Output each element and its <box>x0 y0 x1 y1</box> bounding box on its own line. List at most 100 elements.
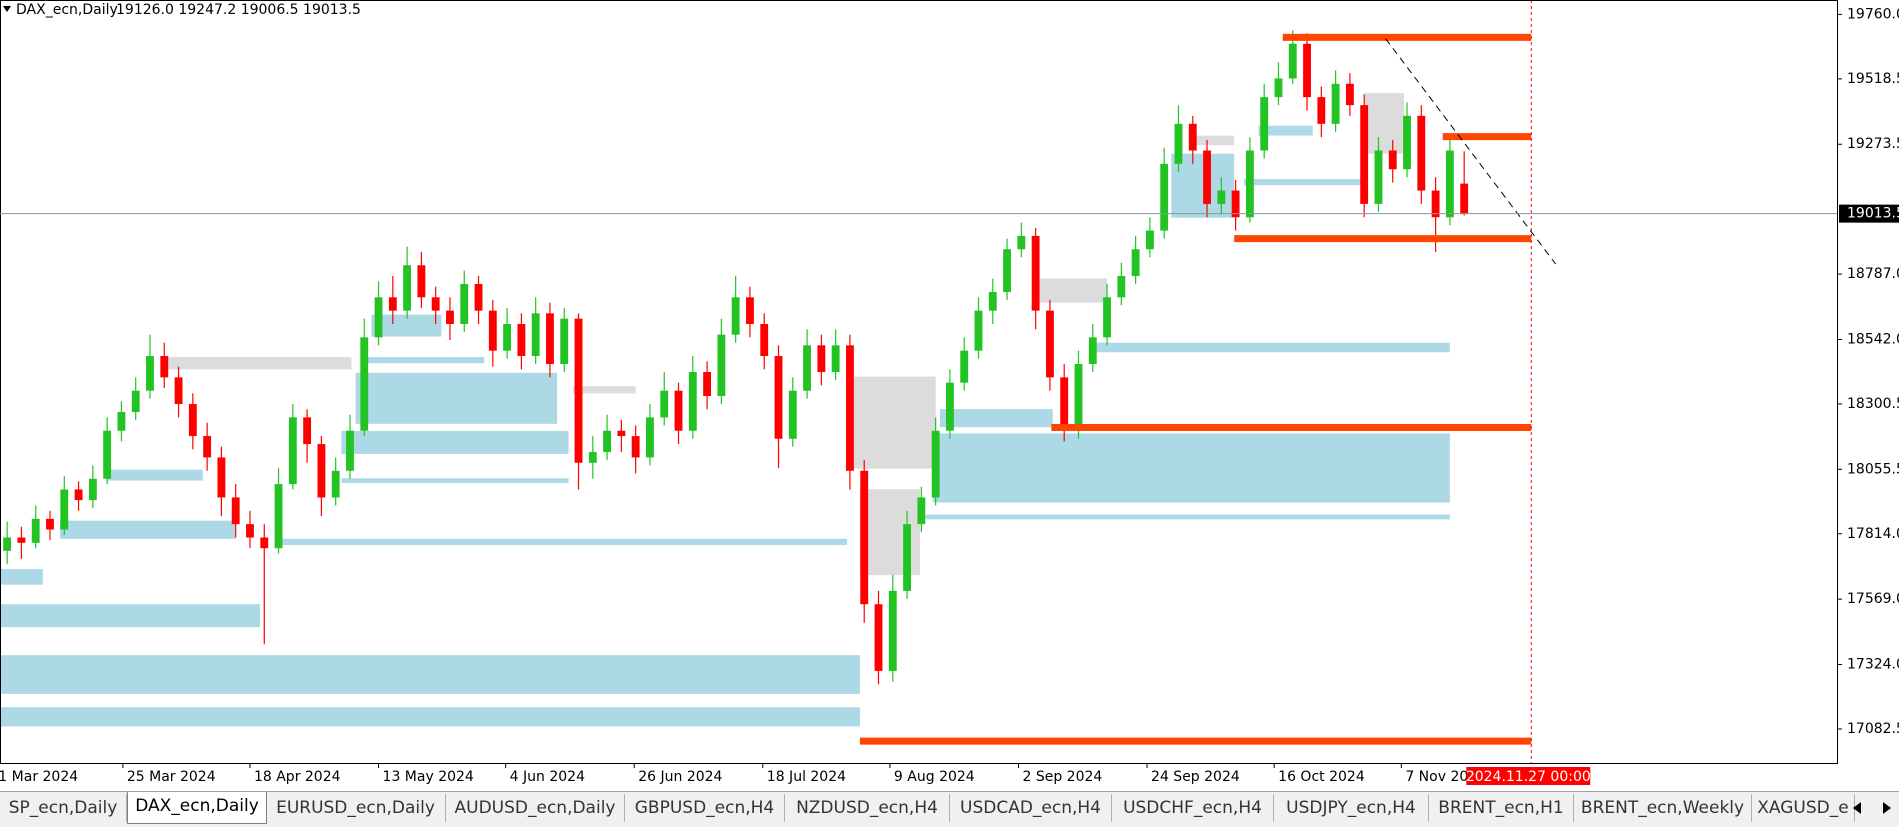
candle-body <box>588 452 597 463</box>
candle-body <box>203 436 212 458</box>
time-label: 2024.11.27 00:00 <box>1466 769 1591 785</box>
tab[interactable]: NZDUSD_ecn,H4 <box>785 794 950 822</box>
candle-body <box>1017 235 1026 250</box>
candle-body <box>1260 97 1269 151</box>
zone <box>939 409 1053 428</box>
tab-scroll[interactable] <box>1839 794 1899 824</box>
zone <box>0 655 860 694</box>
x-tick-label: 24 Sep 2024 <box>1151 769 1240 785</box>
candle-body <box>488 310 497 351</box>
candle-body <box>1003 249 1011 292</box>
candle-body <box>688 372 697 431</box>
candle-body <box>388 297 397 311</box>
zone <box>1364 93 1405 154</box>
tab[interactable]: GBPUSD_ecn,H4 <box>625 794 785 822</box>
candle-body <box>317 444 326 498</box>
candle-body <box>1245 150 1254 218</box>
candle-body <box>1160 163 1169 231</box>
candle-body <box>646 417 654 458</box>
candle-body <box>417 265 426 298</box>
candle-body <box>1117 275 1126 298</box>
zone <box>165 357 352 370</box>
zone <box>362 357 485 364</box>
candle-body <box>960 350 969 383</box>
zone <box>572 386 636 394</box>
candle-body <box>1174 123 1183 164</box>
tab[interactable]: USDCHF_ecn,H4 <box>1112 794 1274 822</box>
plot-frame <box>0 0 1838 764</box>
candle-body <box>1431 190 1440 218</box>
candle-body <box>760 323 769 357</box>
scroll-right[interactable] <box>1883 802 1891 814</box>
candle-body <box>474 283 483 311</box>
y-tick-label: 18300.5 <box>1847 396 1899 412</box>
candle-body <box>1231 190 1240 218</box>
x-tick-label: 26 Jun 2024 <box>638 769 722 785</box>
candle-body <box>88 478 97 501</box>
x-tick-label: 25 Mar 2024 <box>127 769 216 785</box>
candle-body <box>1131 249 1140 276</box>
scroll-left[interactable] <box>1853 802 1861 814</box>
zone <box>851 376 936 469</box>
candle-body <box>460 283 469 324</box>
candle-body <box>103 430 112 479</box>
candle-body <box>831 345 840 373</box>
candle-body <box>274 484 283 549</box>
zone <box>275 538 848 545</box>
x-tick-label: 9 Aug 2024 <box>894 769 975 785</box>
candle-body <box>1060 377 1069 431</box>
candle-body <box>560 318 569 365</box>
candle-body <box>217 457 226 498</box>
zone <box>1171 153 1235 218</box>
tab-bar: XAGUSD_e BRENT_ecn,Weekly BRENT_ecn,H1 USDJ… <box>0 791 1899 827</box>
candle-body <box>703 372 712 397</box>
candle-body <box>746 297 754 324</box>
candle-body <box>60 489 69 530</box>
candle-body <box>903 524 912 591</box>
tab[interactable]: USDCAD_ecn,H4 <box>950 794 1112 822</box>
zone <box>107 469 203 481</box>
candle-body <box>231 497 240 525</box>
candle-body <box>674 390 683 431</box>
zone <box>0 568 43 585</box>
candle-body <box>160 356 169 378</box>
candle-body <box>346 430 354 471</box>
candle-body <box>988 291 997 311</box>
candle-body <box>546 313 554 365</box>
tab[interactable]: BRENT_ecn,Weekly <box>1574 794 1752 822</box>
candle-body <box>503 323 512 351</box>
y-tick-label: 19518.5 <box>1847 71 1899 87</box>
y-tick-label: 17814.0 <box>1847 526 1899 542</box>
tab[interactable]: DAX_ecn,Daily <box>127 792 267 824</box>
candle-body <box>331 470 340 498</box>
candle-body <box>288 417 297 485</box>
tab[interactable]: USDJPY_ecn,H4 <box>1274 794 1429 822</box>
candle-body <box>117 412 126 431</box>
candle-body <box>303 417 312 445</box>
tab[interactable]: BRENT_ecn,H1 <box>1429 794 1574 822</box>
tab[interactable]: SP_ecn,Daily <box>0 794 127 822</box>
candle-body <box>374 297 383 338</box>
tab[interactable]: AUDUSD_ecn,Daily <box>446 794 625 822</box>
zone <box>371 314 442 337</box>
candle-body <box>974 310 983 351</box>
candle-body <box>945 382 954 431</box>
y-tick-label: 18787.0 <box>1847 266 1899 282</box>
candle-body <box>246 524 254 538</box>
x-tick-label: 18 Jul 2024 <box>767 769 846 785</box>
candle-body <box>1103 297 1111 338</box>
collapse-arrow[interactable] <box>3 6 11 12</box>
zone <box>1092 342 1450 353</box>
candle-body <box>1031 235 1040 311</box>
zone <box>0 707 860 727</box>
chart: DAX_ecn,Daily 19126.0 19247.2 19006.5 19… <box>0 0 1899 785</box>
candle-body <box>917 497 926 525</box>
candle-body <box>1288 43 1297 79</box>
tab[interactable]: EURUSD_ecn,Daily <box>266 794 446 822</box>
candle-body <box>1274 78 1283 98</box>
y-tick-label: 19273.5 <box>1847 136 1899 152</box>
candle-body <box>817 345 826 373</box>
candle-body <box>717 334 726 397</box>
candle-body <box>803 345 812 391</box>
